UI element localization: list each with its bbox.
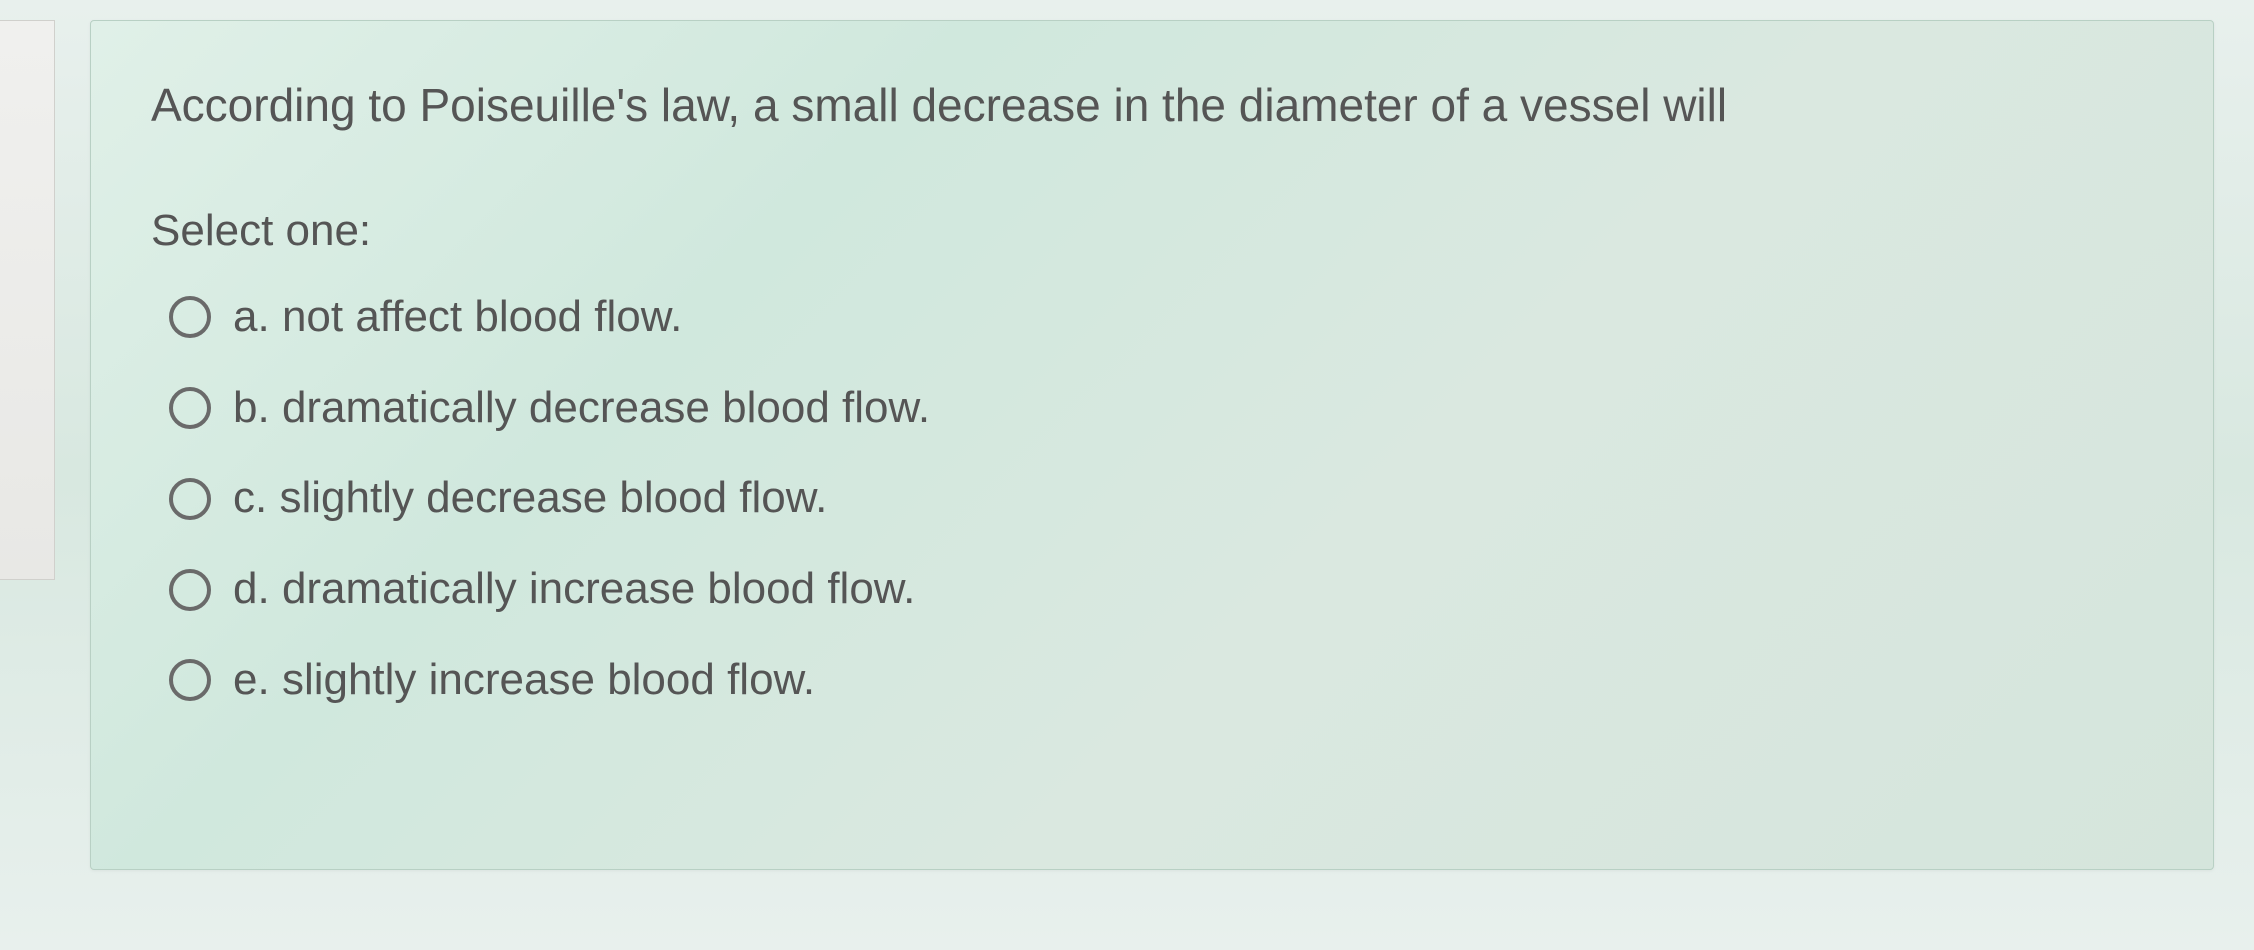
option-text-d: d. dramatically increase blood flow.: [233, 563, 915, 616]
option-row-d[interactable]: d. dramatically increase blood flow.: [169, 563, 2153, 616]
option-row-b[interactable]: b. dramatically decrease blood flow.: [169, 382, 2153, 435]
radio-button-d[interactable]: [169, 569, 211, 611]
radio-button-c[interactable]: [169, 478, 211, 520]
option-row-c[interactable]: c. slightly decrease blood flow.: [169, 472, 2153, 525]
question-text: According to Poiseuille's law, a small d…: [151, 76, 2153, 136]
radio-button-e[interactable]: [169, 659, 211, 701]
radio-button-b[interactable]: [169, 387, 211, 429]
side-tab: [0, 20, 55, 580]
radio-button-a[interactable]: [169, 296, 211, 338]
options-list: a. not affect blood flow. b. dramaticall…: [151, 291, 2153, 707]
select-one-label: Select one:: [151, 206, 2153, 256]
option-text-c: c. slightly decrease blood flow.: [233, 472, 827, 525]
option-text-a: a. not affect blood flow.: [233, 291, 682, 344]
option-row-a[interactable]: a. not affect blood flow.: [169, 291, 2153, 344]
option-text-e: e. slightly increase blood flow.: [233, 654, 815, 707]
option-row-e[interactable]: e. slightly increase blood flow.: [169, 654, 2153, 707]
option-text-b: b. dramatically decrease blood flow.: [233, 382, 930, 435]
question-panel: According to Poiseuille's law, a small d…: [90, 20, 2214, 870]
